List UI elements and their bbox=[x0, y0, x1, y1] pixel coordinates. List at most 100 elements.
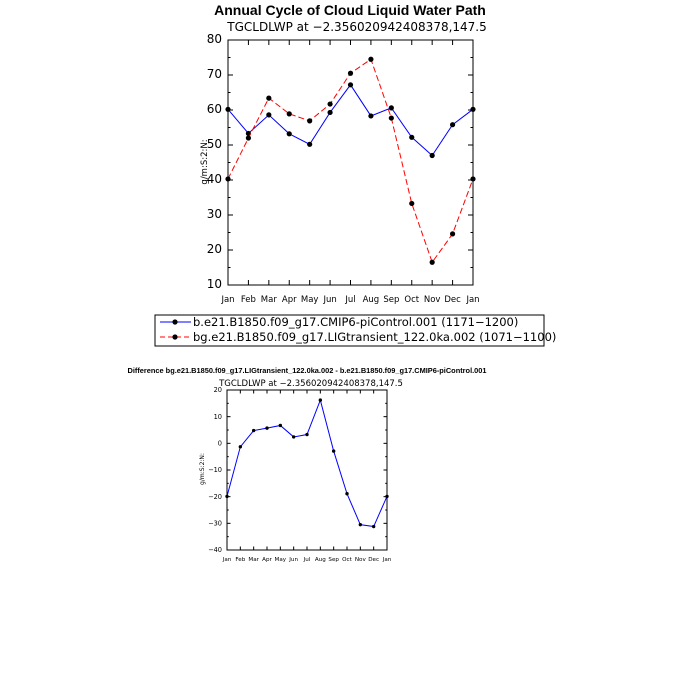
diff-y-tick-label: −40 bbox=[208, 546, 222, 554]
diff-data-point bbox=[251, 428, 256, 433]
diff-series-line-0 bbox=[226, 398, 388, 528]
y-tick-label: 10 bbox=[207, 277, 222, 291]
data-point bbox=[470, 176, 476, 182]
chart-title: Annual Cycle of Cloud Liquid Water Path bbox=[214, 2, 486, 18]
data-point bbox=[368, 113, 374, 119]
series-line-0 bbox=[227, 83, 474, 157]
data-point bbox=[286, 111, 292, 117]
diff-chart-title: Difference bg.e21.B1850.f09_g17.LIGtrans… bbox=[127, 366, 486, 375]
diff-y-tick-label: 10 bbox=[214, 413, 222, 421]
annual-cycle-chart: Annual Cycle of Cloud Liquid Water Path … bbox=[154, 2, 556, 347]
data-point bbox=[409, 134, 415, 140]
data-point bbox=[347, 70, 354, 76]
data-point bbox=[347, 82, 354, 88]
diff-data-point bbox=[358, 522, 363, 527]
data-point bbox=[470, 106, 476, 112]
x-tick-label: Jul bbox=[344, 295, 355, 305]
diff-data-point bbox=[238, 445, 243, 449]
legend-label-ligtransient: bg.e21.B1850.f09_g17.LIGtransient_122.0k… bbox=[193, 330, 556, 344]
diff-data-point bbox=[385, 494, 389, 499]
diff-series-group bbox=[225, 398, 389, 529]
diff-plot-frame bbox=[226, 389, 388, 551]
difference-chart: Difference bg.e21.B1850.f09_g17.LIGtrans… bbox=[127, 366, 486, 563]
y-axis-label: g/m:S:2:N: bbox=[200, 139, 210, 184]
x-tick-label: Jun bbox=[322, 295, 336, 305]
diff-x-tick-label: Feb bbox=[235, 557, 245, 563]
diff-axes: Jan Feb Mar Apr May Jun Jul Aug Sep Oct Nov Dec Jan2… bbox=[208, 386, 392, 563]
data-point bbox=[449, 122, 456, 128]
y-tick-label: 70 bbox=[207, 67, 222, 81]
diff-x-tick-label: Jun bbox=[288, 557, 298, 563]
data-point bbox=[327, 109, 333, 116]
diff-x-tick-label: Aug bbox=[315, 557, 326, 563]
data-point bbox=[409, 200, 415, 207]
data-point bbox=[225, 106, 231, 112]
x-tick-label: Apr bbox=[282, 295, 297, 305]
diff-data-point bbox=[265, 426, 269, 430]
diff-x-tick-label: Sep bbox=[328, 557, 339, 563]
data-point bbox=[429, 259, 435, 265]
series-group bbox=[225, 56, 476, 265]
diff-data-point bbox=[331, 449, 336, 453]
y-tick-label: 30 bbox=[207, 207, 222, 221]
diff-data-point bbox=[318, 398, 323, 402]
data-point bbox=[429, 152, 435, 159]
diff-data-point bbox=[278, 423, 283, 428]
y-tick-label: 80 bbox=[207, 32, 222, 46]
y-tick-label: 60 bbox=[207, 102, 222, 116]
diff-data-point bbox=[345, 492, 349, 496]
data-point bbox=[266, 95, 272, 101]
diff-data-point bbox=[371, 524, 376, 529]
diff-y-tick-label: −20 bbox=[208, 493, 222, 501]
x-tick-label: Sep bbox=[383, 295, 399, 305]
diff-x-tick-label: May bbox=[275, 557, 287, 563]
legend-label-picontrol: b.e21.B1850.f09_g17.CMIP6-piControl.001 … bbox=[193, 315, 518, 329]
x-tick-label: Jan bbox=[220, 295, 234, 305]
data-point bbox=[307, 118, 313, 124]
data-point bbox=[388, 105, 394, 111]
legend-marker-ligtransient bbox=[172, 334, 178, 340]
x-tick-label: Feb bbox=[241, 295, 256, 305]
y-tick-label: 50 bbox=[207, 137, 222, 151]
x-tick-label: Aug bbox=[363, 295, 380, 305]
x-tick-label: Dec bbox=[444, 295, 461, 305]
data-point bbox=[225, 176, 231, 182]
plot-frame bbox=[227, 39, 474, 286]
data-point bbox=[245, 135, 252, 141]
x-tick-label: Jan bbox=[465, 295, 479, 305]
diff-data-point bbox=[305, 432, 309, 437]
diff-x-tick-label: Dec bbox=[368, 557, 379, 563]
y-tick-label: 40 bbox=[207, 172, 222, 186]
legend-marker-picontrol bbox=[172, 319, 178, 325]
diff-chart-subtitle: TGCLDLWP at −2.356020942408378,147.5 bbox=[218, 379, 403, 389]
diff-y-tick-label: 0 bbox=[218, 439, 222, 447]
data-point bbox=[388, 115, 394, 121]
legend: b.e21.B1850.f09_g17.CMIP6-piControl.001 … bbox=[154, 314, 556, 347]
data-point bbox=[327, 101, 333, 107]
x-tick-label: Oct bbox=[404, 295, 419, 305]
diff-x-tick-label: Oct bbox=[342, 557, 352, 563]
axes: Jan Feb Mar Apr May Jun Jul Aug Sep Oct Nov Dec Jan 8… bbox=[207, 32, 480, 305]
data-point bbox=[286, 131, 292, 137]
diff-y-tick-label: −10 bbox=[208, 466, 222, 474]
x-tick-label: Nov bbox=[424, 295, 441, 305]
diff-data-point bbox=[291, 435, 296, 439]
diff-y-axis-label: g/m:S:2:N: bbox=[199, 453, 206, 485]
data-point bbox=[266, 112, 272, 118]
diff-x-tick-label: Jul bbox=[303, 557, 311, 563]
chart-subtitle: TGCLDLWP at −2.356020942408378,147.5 bbox=[226, 20, 487, 34]
diff-y-tick-label: −30 bbox=[208, 519, 222, 527]
data-point bbox=[307, 141, 313, 147]
x-tick-label: May bbox=[301, 295, 319, 305]
x-tick-label: Mar bbox=[261, 295, 278, 305]
diff-x-tick-label: Nov bbox=[355, 557, 367, 563]
data-point bbox=[368, 56, 374, 62]
diff-x-tick-label: Mar bbox=[248, 557, 259, 563]
y-tick-label: 20 bbox=[207, 242, 222, 256]
diff-x-tick-label: Jan bbox=[222, 557, 232, 563]
diff-x-tick-label: Jan bbox=[382, 557, 392, 563]
diff-x-tick-label: Apr bbox=[262, 557, 272, 563]
data-point bbox=[449, 231, 456, 237]
diff-data-point bbox=[225, 494, 229, 499]
